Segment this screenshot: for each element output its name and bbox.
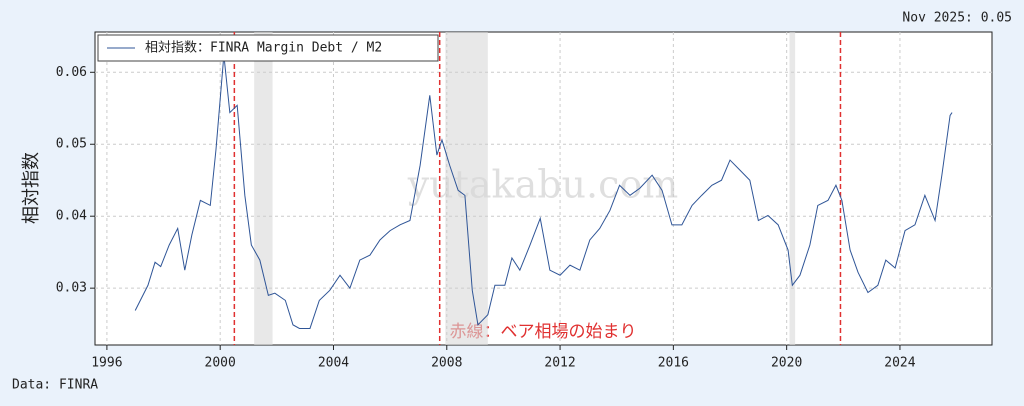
legend-box (97, 34, 439, 62)
y-tick-label: 0.04 (56, 209, 87, 224)
recession-band (445, 32, 488, 345)
bear-note: 赤線：ベア相場の始まり (450, 322, 637, 342)
y-tick-label: 0.06 (56, 65, 87, 80)
x-tick-label: 2020 (771, 356, 802, 371)
x-tick-label: 2016 (658, 356, 689, 371)
recession-band (254, 32, 273, 345)
x-tick-label: 2004 (318, 356, 349, 371)
source-note: Data: FINRA (12, 378, 98, 393)
x-tick-label: 2024 (884, 356, 915, 371)
series-line (134, 54, 953, 329)
x-tick-label: 2012 (544, 356, 575, 371)
latest-annotation: Nov 2025: 0.05 (902, 11, 1012, 26)
x-tick-label: 1996 (91, 356, 122, 371)
legend-label: 相対指数：FINRA Margin Debt / M2 (145, 41, 382, 56)
x-tick-label: 2000 (205, 356, 236, 371)
y-tick-label: 0.05 (56, 137, 87, 152)
recession-band (789, 32, 796, 345)
y-axis-label: 相対指数 (21, 152, 42, 224)
x-tick-label: 2008 (431, 356, 462, 371)
y-tick-label: 0.03 (56, 281, 87, 296)
